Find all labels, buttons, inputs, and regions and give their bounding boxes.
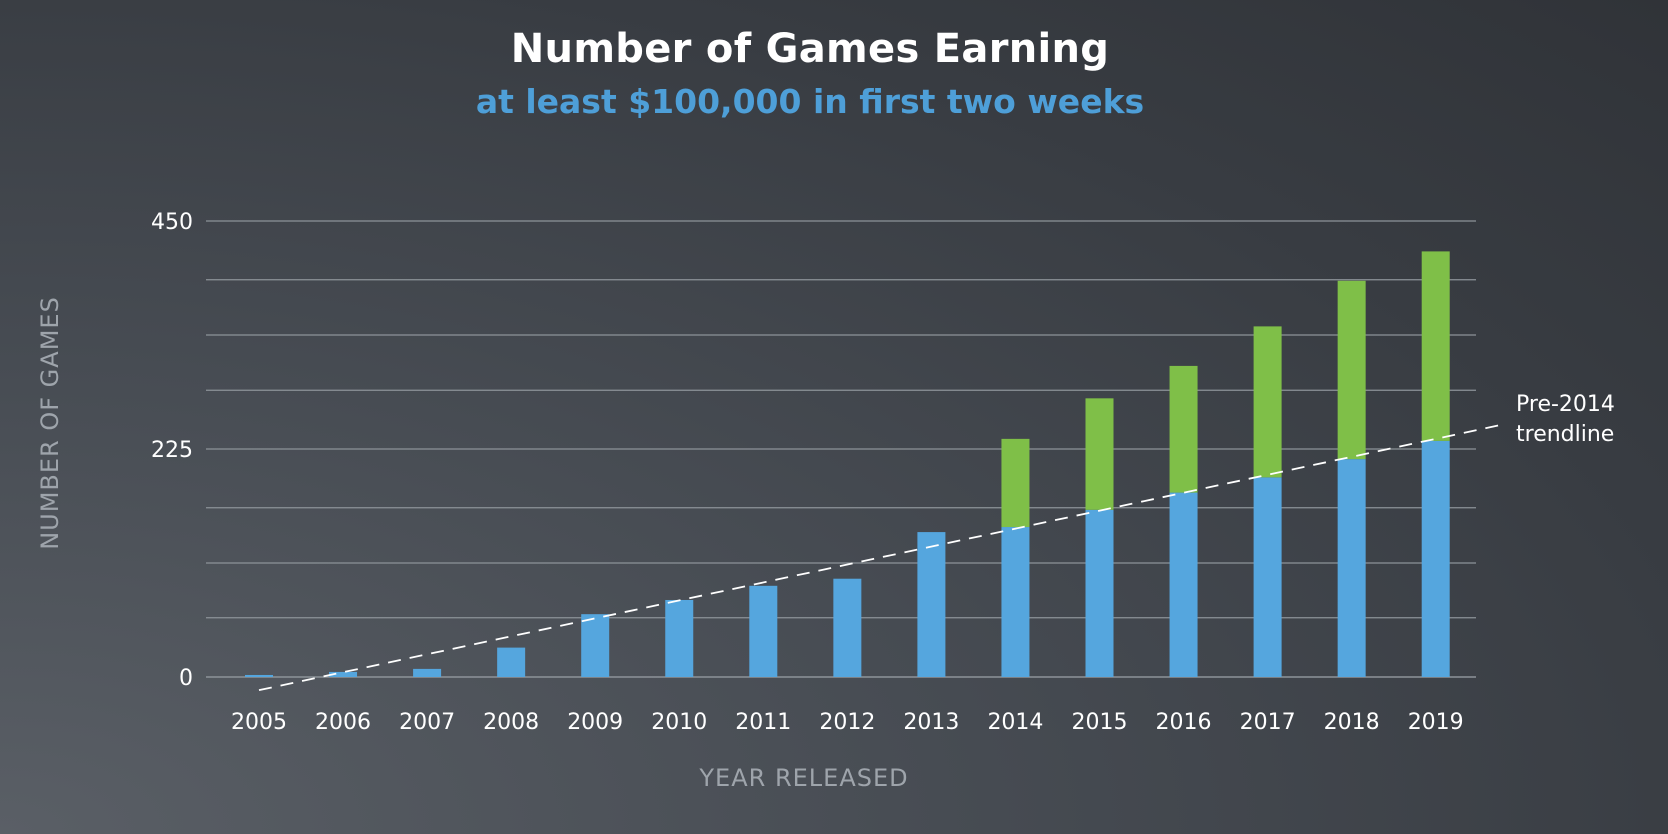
x-axis-title: YEAR RELEASED: [698, 764, 908, 792]
trendline: [258, 423, 1506, 692]
bar-segment-top: [1421, 251, 1450, 441]
x-tick-label: 2018: [1324, 710, 1380, 735]
y-tick-label: 450: [151, 210, 193, 235]
bar-segment-base: [1337, 459, 1366, 677]
y-axis-ticks: 0 225 450: [151, 210, 193, 691]
x-tick-label: 2019: [1408, 710, 1464, 735]
x-tick-label: 2015: [1072, 710, 1128, 735]
bar-segment-top: [1001, 438, 1030, 528]
bars: [245, 251, 1450, 677]
bar-segment-base: [1085, 509, 1114, 677]
x-tick-label: 2011: [735, 710, 791, 735]
bar-segment-top: [1085, 398, 1114, 510]
x-tick-label: 2006: [315, 710, 371, 735]
bar-segment-top: [1337, 280, 1366, 460]
x-tick-label: 2005: [231, 710, 287, 735]
x-tick-label: 2017: [1240, 710, 1296, 735]
bar-segment-base: [1421, 440, 1450, 677]
x-tick-label: 2012: [819, 710, 875, 735]
bar-segment-base: [413, 668, 442, 677]
x-tick-label: 2007: [399, 710, 455, 735]
bar-segment-top: [1253, 326, 1282, 478]
bar-segment-base: [665, 599, 694, 677]
x-tick-label: 2014: [987, 710, 1043, 735]
x-tick-label: 2009: [567, 710, 623, 735]
x-tick-label: 2013: [903, 710, 959, 735]
bar-segment-base: [1253, 477, 1282, 677]
bar-segment-top: [1169, 365, 1198, 493]
y-axis-title: NUMBER OF GAMES: [36, 296, 64, 550]
trendline-label-line1: Pre-2014: [1516, 392, 1615, 417]
bar-segment-base: [833, 578, 862, 677]
x-tick-label: 2010: [651, 710, 707, 735]
x-axis-ticks: 2005 2006 2007 2008 2009 2010 2011 2012 2013 2014…: [231, 710, 1464, 735]
y-tick-label: 225: [151, 438, 193, 463]
chart-title: Number of Games Earning: [510, 26, 1110, 72]
bar-segment-base: [329, 671, 358, 677]
bar-segment-base: [749, 585, 778, 677]
bar-segment-base: [1169, 492, 1198, 677]
y-tick-label: 0: [179, 666, 193, 691]
x-tick-label: 2008: [483, 710, 539, 735]
x-tick-label: 2016: [1156, 710, 1212, 735]
trendline-label-line2: trendline: [1516, 422, 1614, 447]
chart-subtitle: at least $100,000 in first two weeks: [475, 82, 1145, 121]
bar-segment-base: [497, 647, 526, 677]
bar-segment-base: [581, 614, 610, 677]
bar-segment-base: [917, 532, 946, 677]
bar-segment-base: [245, 674, 273, 677]
bar-segment-base: [1001, 527, 1030, 677]
